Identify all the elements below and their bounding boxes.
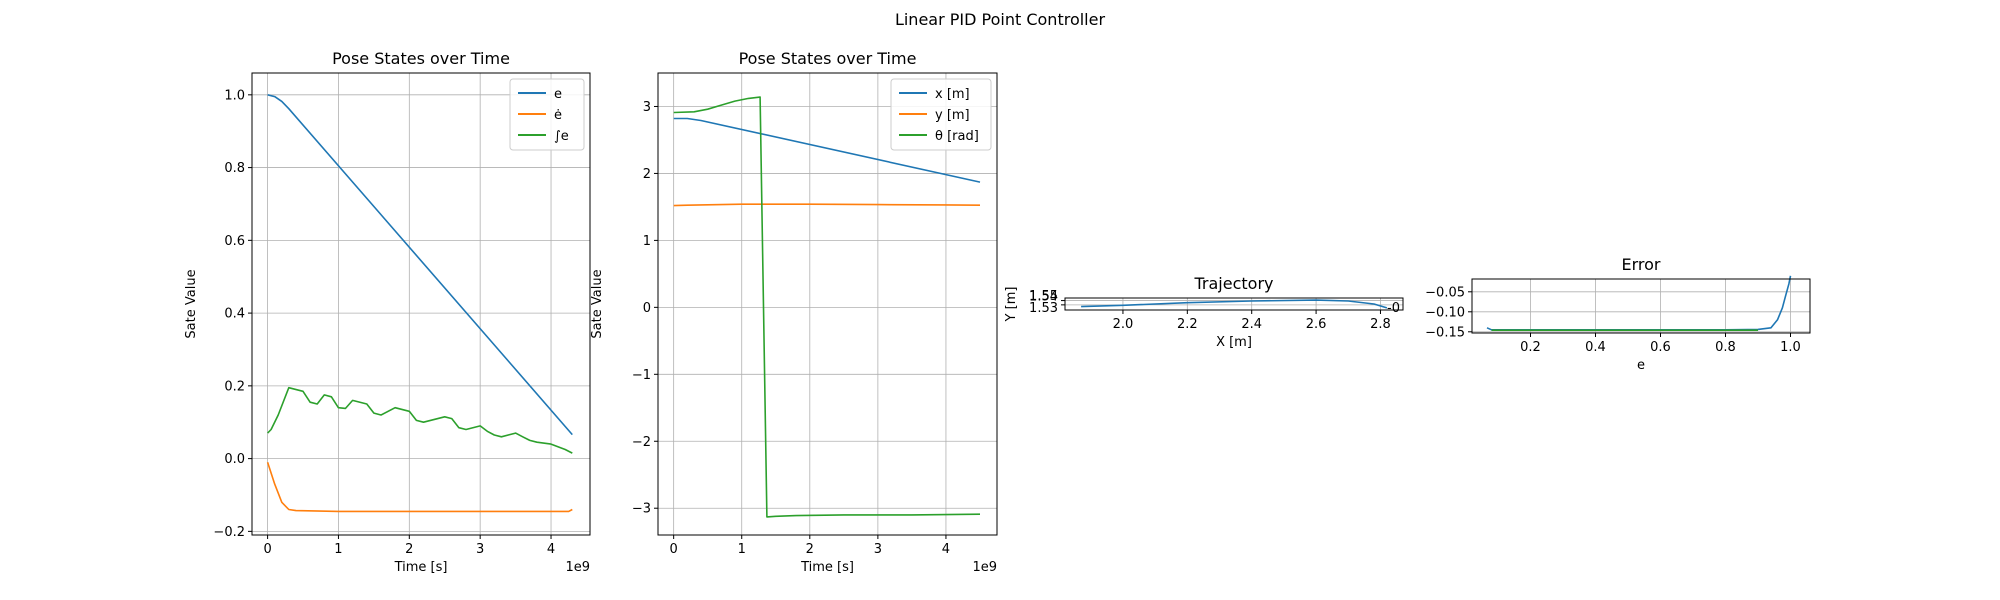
subplots-group: 0 1 2 3 4 −0.2 0.0 0.2 0.4 0.6 0.8 1.0 Pose States o… bbox=[184, 49, 1811, 575]
y-tick-label-4: 0.6 bbox=[224, 234, 245, 249]
y-tick-label-0: −0.15 bbox=[1425, 325, 1465, 340]
y-tick-label-2: 0.2 bbox=[224, 379, 245, 394]
x-tick-label-4: 2.8 bbox=[1370, 317, 1391, 332]
x-tick-label-4: 1.0 bbox=[1780, 340, 1801, 355]
subplot-2: 0 1 2 3 4 −3 −2 −1 0 1 2 3 Pose States over Time Time… bbox=[590, 49, 998, 575]
legend-label-3: ∫e bbox=[554, 129, 569, 144]
legend: x [m] y [m] θ [rad] bbox=[890, 78, 992, 151]
legend-label-2: ė bbox=[554, 108, 562, 123]
x-tick-label-2: 2.4 bbox=[1241, 317, 1262, 332]
y-tick-label-3: 0 bbox=[643, 301, 651, 316]
y-tick-label-6: 1.0 bbox=[224, 88, 245, 103]
axes-frame bbox=[657, 72, 998, 536]
legend-label-3: θ [rad] bbox=[935, 129, 979, 144]
legend-label-1: e bbox=[554, 87, 562, 102]
series-line-1 bbox=[673, 117, 981, 183]
axes-frame bbox=[251, 72, 591, 536]
series-line-2 bbox=[673, 203, 981, 207]
legend-label-2: y [m] bbox=[935, 108, 970, 123]
y-tick-label-0: −0.2 bbox=[213, 525, 245, 540]
subplot-title: Pose States over Time bbox=[332, 49, 510, 68]
x-offset-text: 1e9 bbox=[565, 560, 590, 575]
x-tick-label-2: 2 bbox=[405, 542, 413, 557]
x-tick-label-0: 0 bbox=[263, 542, 271, 557]
x-tick-label-3: 3 bbox=[874, 542, 882, 557]
y-axis-label: Sate Value bbox=[184, 269, 199, 338]
x-tick-label-3: 2.6 bbox=[1306, 317, 1327, 332]
x-axis-label: X [m] bbox=[1216, 335, 1252, 350]
subplot-4: 0.2 0.4 0.6 0.8 1.0 −0.15 −0.10 −0.05 Error e bbox=[1425, 255, 1811, 373]
x-tick-label-4: 4 bbox=[942, 542, 950, 557]
x-tick-label-0: 2.0 bbox=[1113, 317, 1134, 332]
subplot-title: Error bbox=[1622, 255, 1661, 274]
legend-box bbox=[509, 78, 585, 151]
y-tick-label-5: 0.8 bbox=[224, 161, 245, 176]
x-tick-label-4: 4 bbox=[547, 542, 555, 557]
y-tick-label-1: −0.10 bbox=[1425, 305, 1465, 320]
subplot-title: Pose States over Time bbox=[739, 49, 917, 68]
y-tick-label-3: 0.4 bbox=[224, 307, 245, 322]
y-tick-label-1: 1.54 bbox=[1029, 290, 1058, 305]
y-tick-label-2: −1 bbox=[632, 368, 651, 383]
x-tick-label-3: 0.8 bbox=[1715, 340, 1736, 355]
subplot-3: 2.0 2.2 2.4 2.6 2.8 1.531.541.55 -0 Trajectory X… bbox=[1004, 274, 1404, 350]
x-offset-text: 1e9 bbox=[972, 560, 997, 575]
legend-label-1: x [m] bbox=[935, 87, 970, 102]
y-tick-label-1: 0.0 bbox=[224, 452, 245, 467]
x-tick-label-1: 1 bbox=[334, 542, 342, 557]
x-tick-label-1: 1 bbox=[738, 542, 746, 557]
x-tick-label-2: 0.6 bbox=[1650, 340, 1671, 355]
x-axis-label: Time [s] bbox=[394, 560, 448, 575]
y-tick-label-6: 3 bbox=[643, 100, 651, 115]
series-line-1 bbox=[267, 94, 573, 436]
series-line-2 bbox=[266, 461, 573, 513]
y-tick-label-5: 2 bbox=[643, 167, 651, 182]
axes-frame bbox=[1064, 297, 1404, 311]
axes-frame bbox=[1471, 278, 1811, 334]
legend: eė ∫e bbox=[509, 78, 585, 151]
y-tick-label-extra: 1.55 bbox=[1029, 289, 1058, 304]
y-tick-label-1: −2 bbox=[632, 435, 651, 450]
y-tick-label-4: 1 bbox=[643, 234, 651, 249]
series-line-3 bbox=[267, 386, 573, 454]
y-tick-label-2: −0.05 bbox=[1425, 285, 1465, 300]
y-tick-label-0: −3 bbox=[632, 502, 651, 517]
y-axis-label: Sate Value bbox=[590, 269, 605, 338]
subplot-title: Trajectory bbox=[1194, 274, 1274, 293]
y-tick-label-0: 1.53 bbox=[1029, 301, 1058, 316]
x-tick-label-3: 3 bbox=[476, 542, 484, 557]
series-line-3 bbox=[673, 96, 981, 518]
x-axis-label: Time [s] bbox=[800, 560, 854, 575]
right-edge-marker: -0 bbox=[1387, 301, 1400, 316]
x-tick-label-0: 0 bbox=[670, 542, 678, 557]
x-tick-label-2: 2 bbox=[806, 542, 814, 557]
x-tick-label-0: 0.2 bbox=[1520, 340, 1541, 355]
legend-box bbox=[890, 78, 992, 151]
x-tick-label-1: 0.4 bbox=[1585, 340, 1606, 355]
figure-suptitle: Linear PID Point Controller bbox=[895, 10, 1106, 29]
series-line-1 bbox=[1081, 299, 1388, 309]
subplot-1: 0 1 2 3 4 −0.2 0.0 0.2 0.4 0.6 0.8 1.0 Pose States o… bbox=[184, 49, 591, 575]
x-tick-label-1: 2.2 bbox=[1177, 317, 1198, 332]
y-axis-label: Y [m] bbox=[1004, 287, 1019, 323]
x-axis-label: e bbox=[1637, 358, 1645, 373]
